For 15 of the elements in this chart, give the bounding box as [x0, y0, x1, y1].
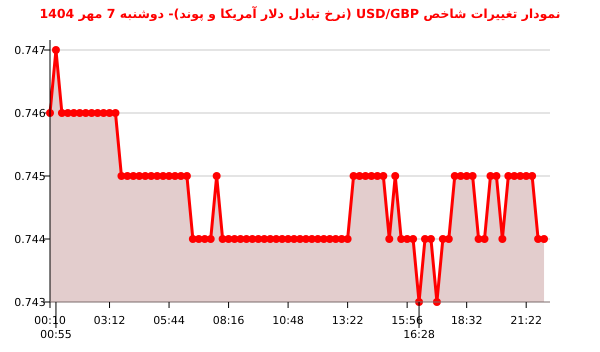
y-tick-label: 0.747 [14, 44, 46, 57]
x-tick-label: 16:28 [403, 328, 435, 341]
y-tick-label: 0.745 [14, 170, 46, 183]
x-tick-label: 10:48 [272, 314, 304, 327]
x-tick-label: 03:12 [94, 314, 126, 327]
x-tick-label: 05:44 [153, 314, 185, 327]
chart-title: نمودار تغییرات شاخص USD/GBP (نرخ تبادل دلار آمریکا و پوند)- دوشنبه 7 مهر 1404 [38, 6, 562, 21]
y-tick-label: 0.746 [14, 107, 46, 120]
x-tick-label: 00:55 [40, 328, 72, 341]
x-tick-label: 08:16 [212, 314, 244, 327]
x-tick-label: 13:22 [332, 314, 364, 327]
x-tick-label: 18:32 [450, 314, 483, 327]
y-tick-label: 0.744 [14, 233, 46, 246]
x-tick-label: 21:22 [510, 314, 542, 327]
y-tick-label: 0.743 [14, 296, 46, 309]
